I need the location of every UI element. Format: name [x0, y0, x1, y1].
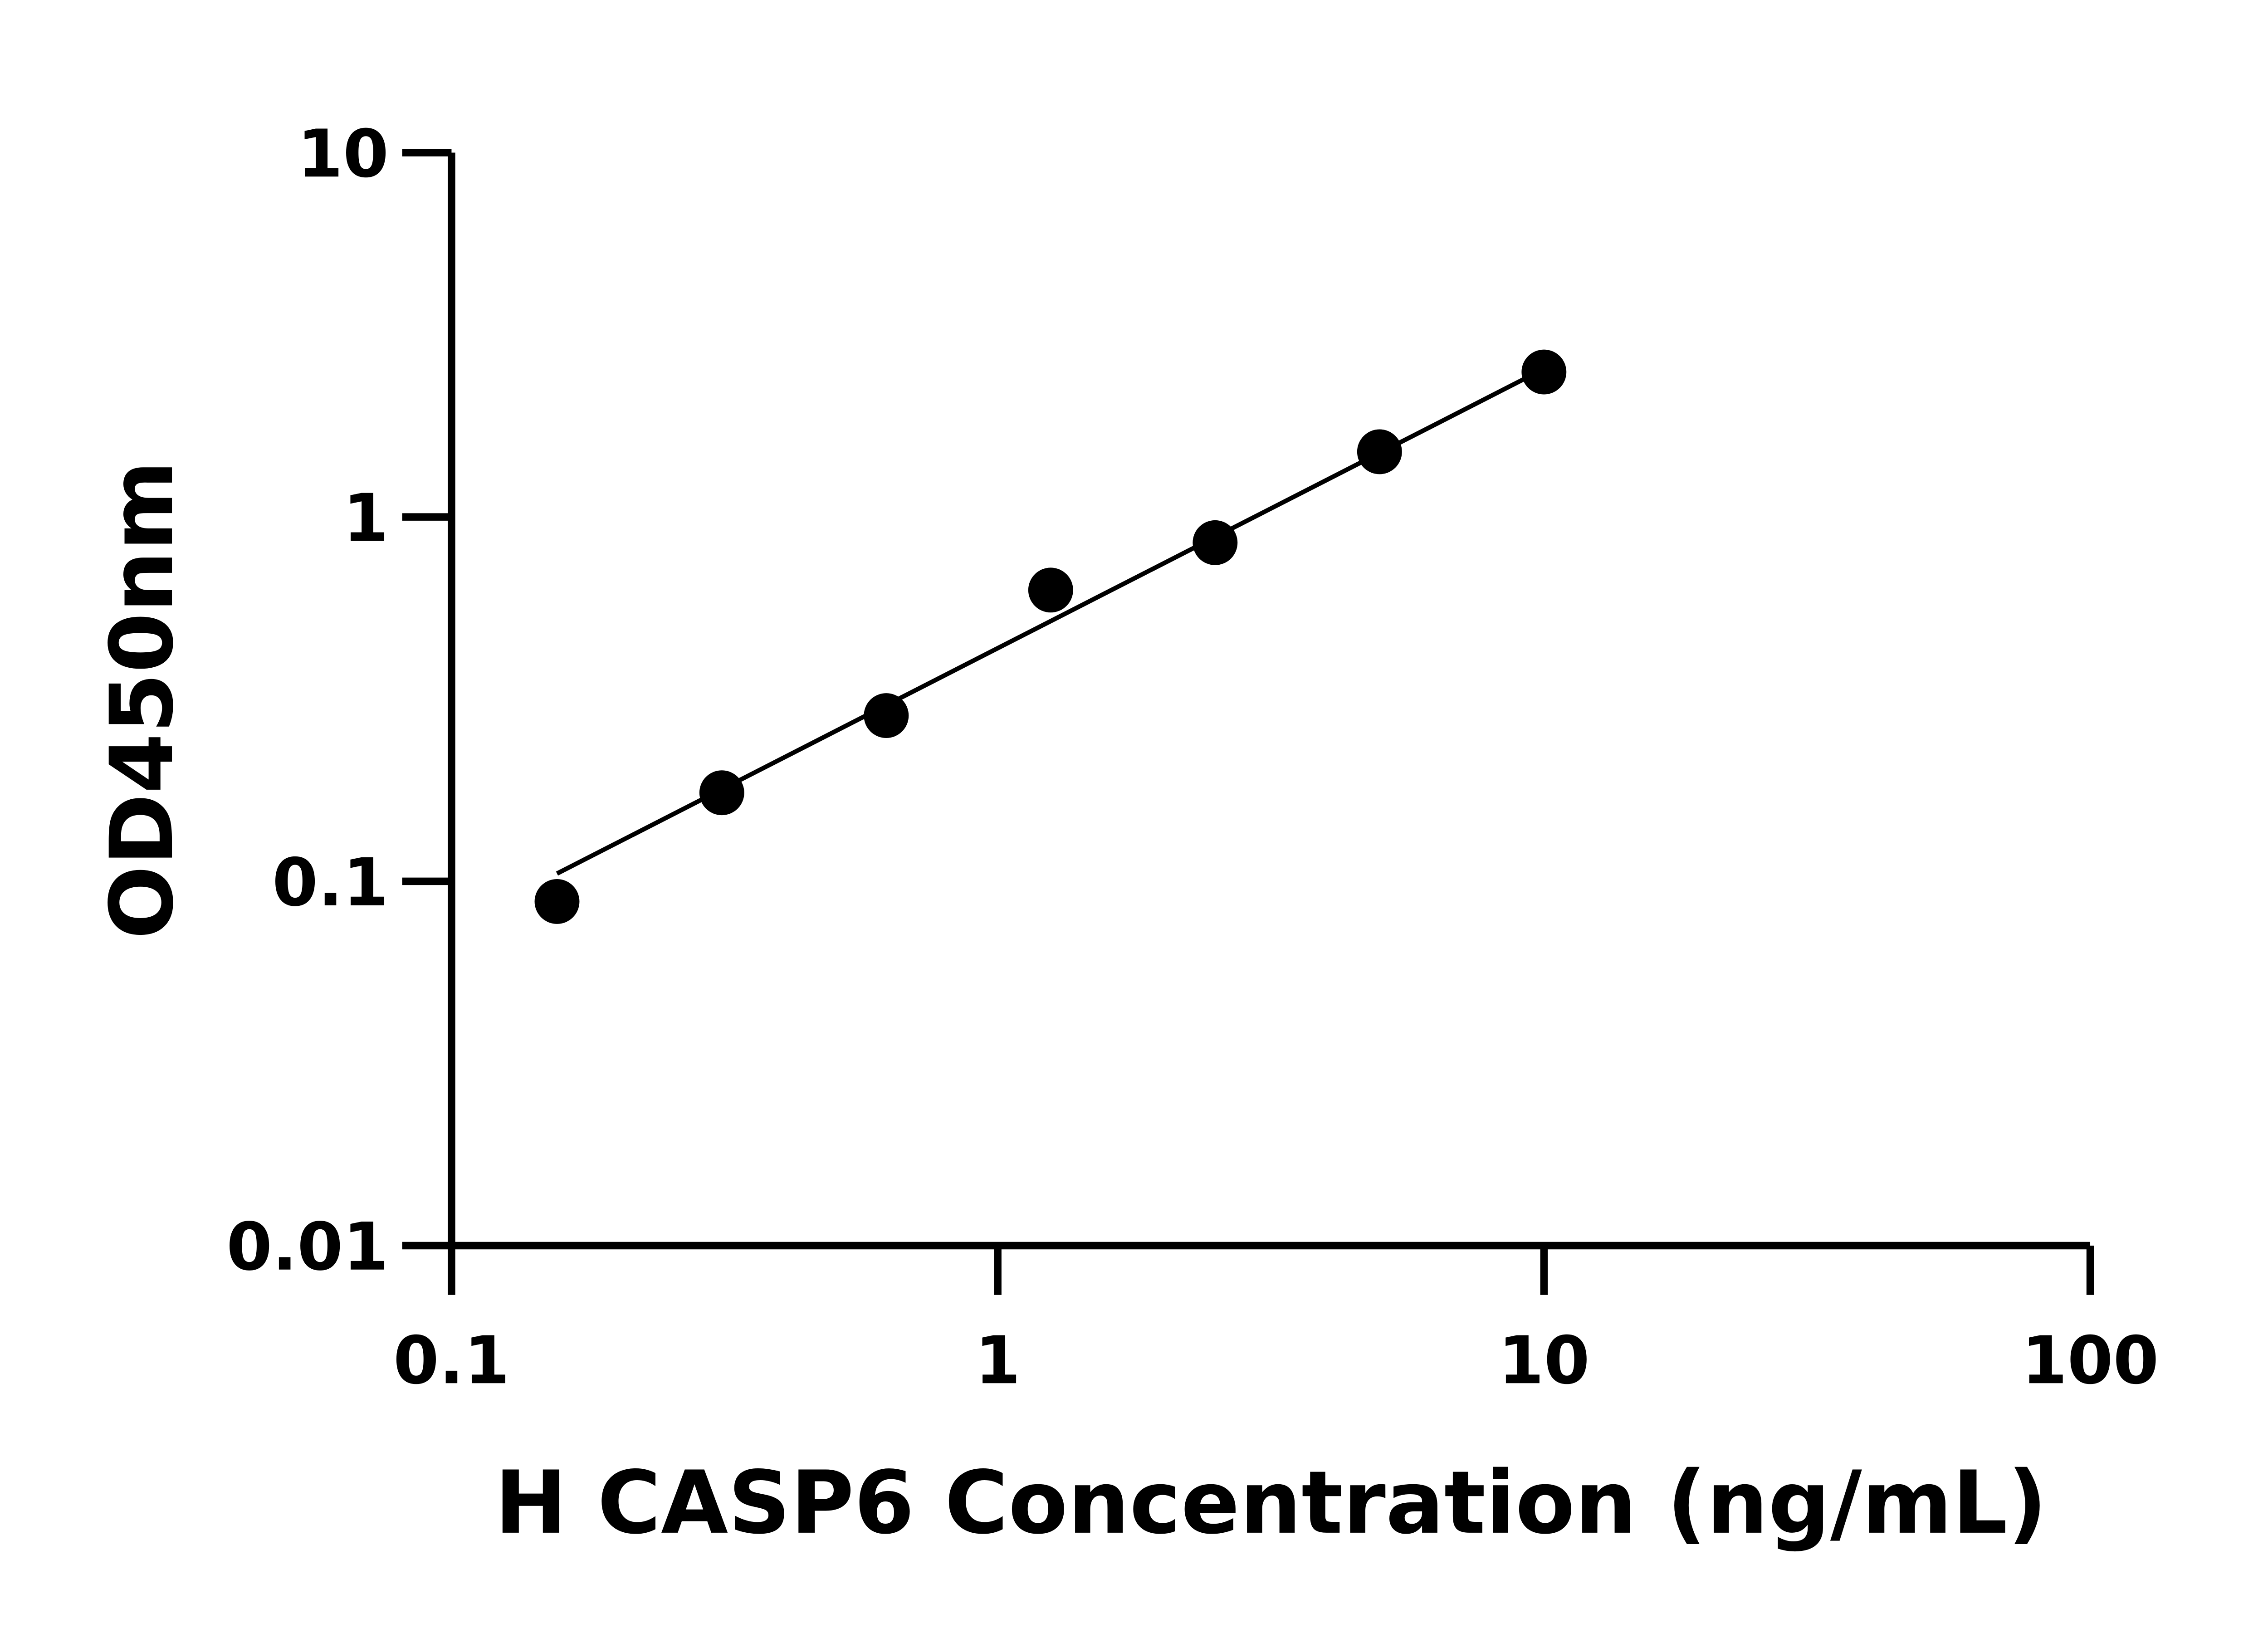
- data-point: [864, 693, 909, 738]
- y-tick-label: 1: [343, 480, 389, 557]
- data-point: [699, 770, 744, 816]
- x-tick-label: 0.1: [393, 1322, 510, 1399]
- x-tick-label: 100: [2022, 1322, 2159, 1399]
- y-axis-label: OD450nm: [92, 460, 193, 939]
- marks: [534, 349, 1567, 924]
- data-point: [534, 879, 580, 924]
- data-point: [1193, 520, 1238, 565]
- y-tick-label: 0.01: [226, 1209, 389, 1286]
- y-tick-label: 10: [297, 116, 389, 192]
- x-tick-label: 1: [975, 1322, 1021, 1399]
- data-point: [1028, 567, 1073, 613]
- x-tick-label: 10: [1498, 1322, 1590, 1399]
- x-axis-label: H CASP6 Concentration (ng/mL): [494, 1453, 2047, 1554]
- data-point: [1521, 349, 1567, 395]
- y-tick-label: 0.1: [272, 845, 389, 921]
- data-point: [1357, 429, 1402, 474]
